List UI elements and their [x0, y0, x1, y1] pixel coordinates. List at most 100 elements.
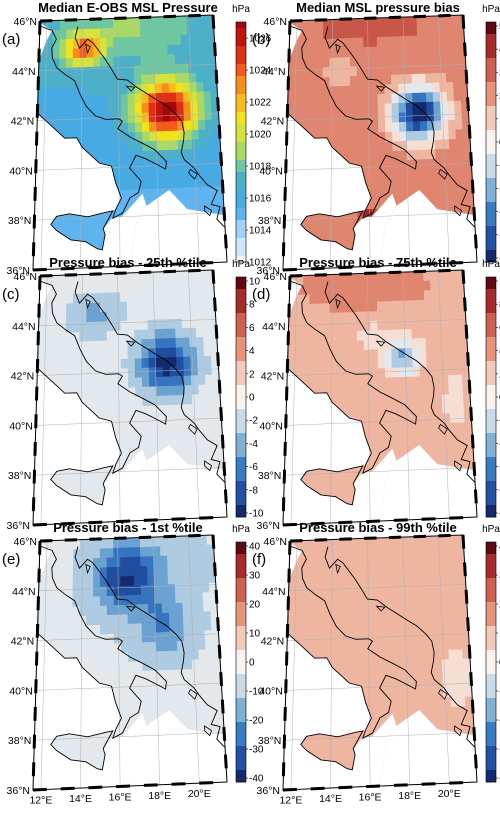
panel-title: Pressure bias - 75th %tile [299, 255, 457, 270]
field-cell [146, 281, 154, 292]
field-cell [377, 623, 386, 634]
colorbar-segment [236, 662, 246, 669]
field-cell [141, 112, 150, 123]
field-cell [350, 133, 358, 144]
colorbar-segment [236, 463, 246, 470]
field-cell [356, 586, 364, 597]
field-cell [199, 403, 208, 414]
frame-dash [116, 519, 131, 524]
field-cell [120, 311, 128, 322]
colorbar-segment [236, 704, 246, 711]
field-cell [161, 83, 170, 94]
field-cell [168, 612, 177, 623]
field-cell [113, 37, 121, 48]
field-cell [78, 220, 86, 231]
field-cell [457, 167, 466, 178]
field-cell [430, 25, 438, 36]
field-cell [66, 48, 74, 59]
colorbar-segment [486, 130, 496, 137]
field-cell [92, 749, 101, 760]
field-cell [161, 64, 169, 75]
colorbar-segment [236, 112, 246, 119]
field-cell [73, 274, 81, 285]
field-cell [322, 38, 331, 50]
field-cell [350, 672, 358, 683]
field-cell [170, 140, 179, 151]
field-cell [435, 404, 443, 415]
field-cell [93, 605, 101, 617]
field-cell [390, 26, 398, 38]
field-cell [349, 615, 358, 626]
field-cell [213, 402, 222, 414]
field-cell [329, 283, 337, 295]
field-cell [93, 577, 101, 588]
field-cell [349, 350, 358, 361]
frame-dash [466, 617, 470, 632]
colorbar-segment [236, 770, 246, 777]
field-cell [150, 434, 159, 445]
colorbar-segment [486, 578, 496, 585]
colorbar-segment [236, 469, 246, 476]
colorbar-segment [486, 433, 496, 440]
field-cell [329, 48, 337, 59]
meridian-line [437, 15, 450, 270]
field-cell [443, 544, 452, 556]
outside-domain-mask [128, 190, 227, 270]
colorbar-segment [486, 34, 496, 41]
field-cell [451, 308, 460, 319]
field-cell [398, 367, 407, 378]
colorbar-tick-label: 1020 [249, 130, 272, 141]
field-cell [404, 593, 413, 605]
field-cell [161, 584, 169, 595]
colorbar-segment [236, 590, 246, 597]
field-cell [65, 86, 73, 98]
field-cell [169, 121, 178, 132]
field-cell [342, 398, 351, 409]
field-cell [128, 387, 136, 398]
field-cell [59, 540, 67, 551]
colorbar-segment [486, 385, 496, 392]
field-cell [308, 351, 316, 362]
field-cell [155, 357, 164, 368]
colorbar-tick-label: -10 [249, 509, 264, 520]
field-cell [92, 493, 101, 504]
field-cell [135, 661, 143, 672]
field-cell [73, 539, 81, 550]
field-cell [85, 143, 94, 154]
field-cell [126, 282, 134, 293]
field-cell [306, 740, 314, 752]
field-cell [167, 555, 175, 566]
field-cell [447, 630, 456, 641]
field-cell [161, 328, 170, 340]
island-path [85, 298, 91, 310]
field-cell [198, 139, 207, 150]
field-cell [205, 138, 214, 150]
field-cell [133, 272, 141, 283]
field-cell [356, 85, 365, 96]
field-cell [418, 63, 426, 75]
field-cell [320, 749, 329, 761]
field-cell [342, 474, 351, 485]
field-cell [316, 284, 324, 295]
field-cell [413, 660, 422, 671]
field-cell [162, 612, 170, 624]
field-cell [336, 321, 344, 333]
field-cell [86, 331, 94, 342]
parallel-line [283, 583, 472, 592]
field-cell [99, 37, 108, 49]
colorbar-segment [486, 566, 496, 573]
field-cell [363, 349, 372, 360]
field-cell [174, 63, 183, 74]
field-cell [171, 679, 180, 690]
parallel-line [33, 212, 227, 221]
field-cell [189, 602, 197, 613]
field-cell [426, 366, 435, 377]
field-cell [161, 593, 170, 605]
field-cell [51, 87, 60, 98]
field-cell [150, 699, 159, 710]
colorbar-segment [236, 427, 246, 434]
frame-dash [143, 518, 158, 522]
field-cell [443, 186, 452, 198]
graticule [283, 535, 477, 790]
island-path [85, 43, 91, 55]
